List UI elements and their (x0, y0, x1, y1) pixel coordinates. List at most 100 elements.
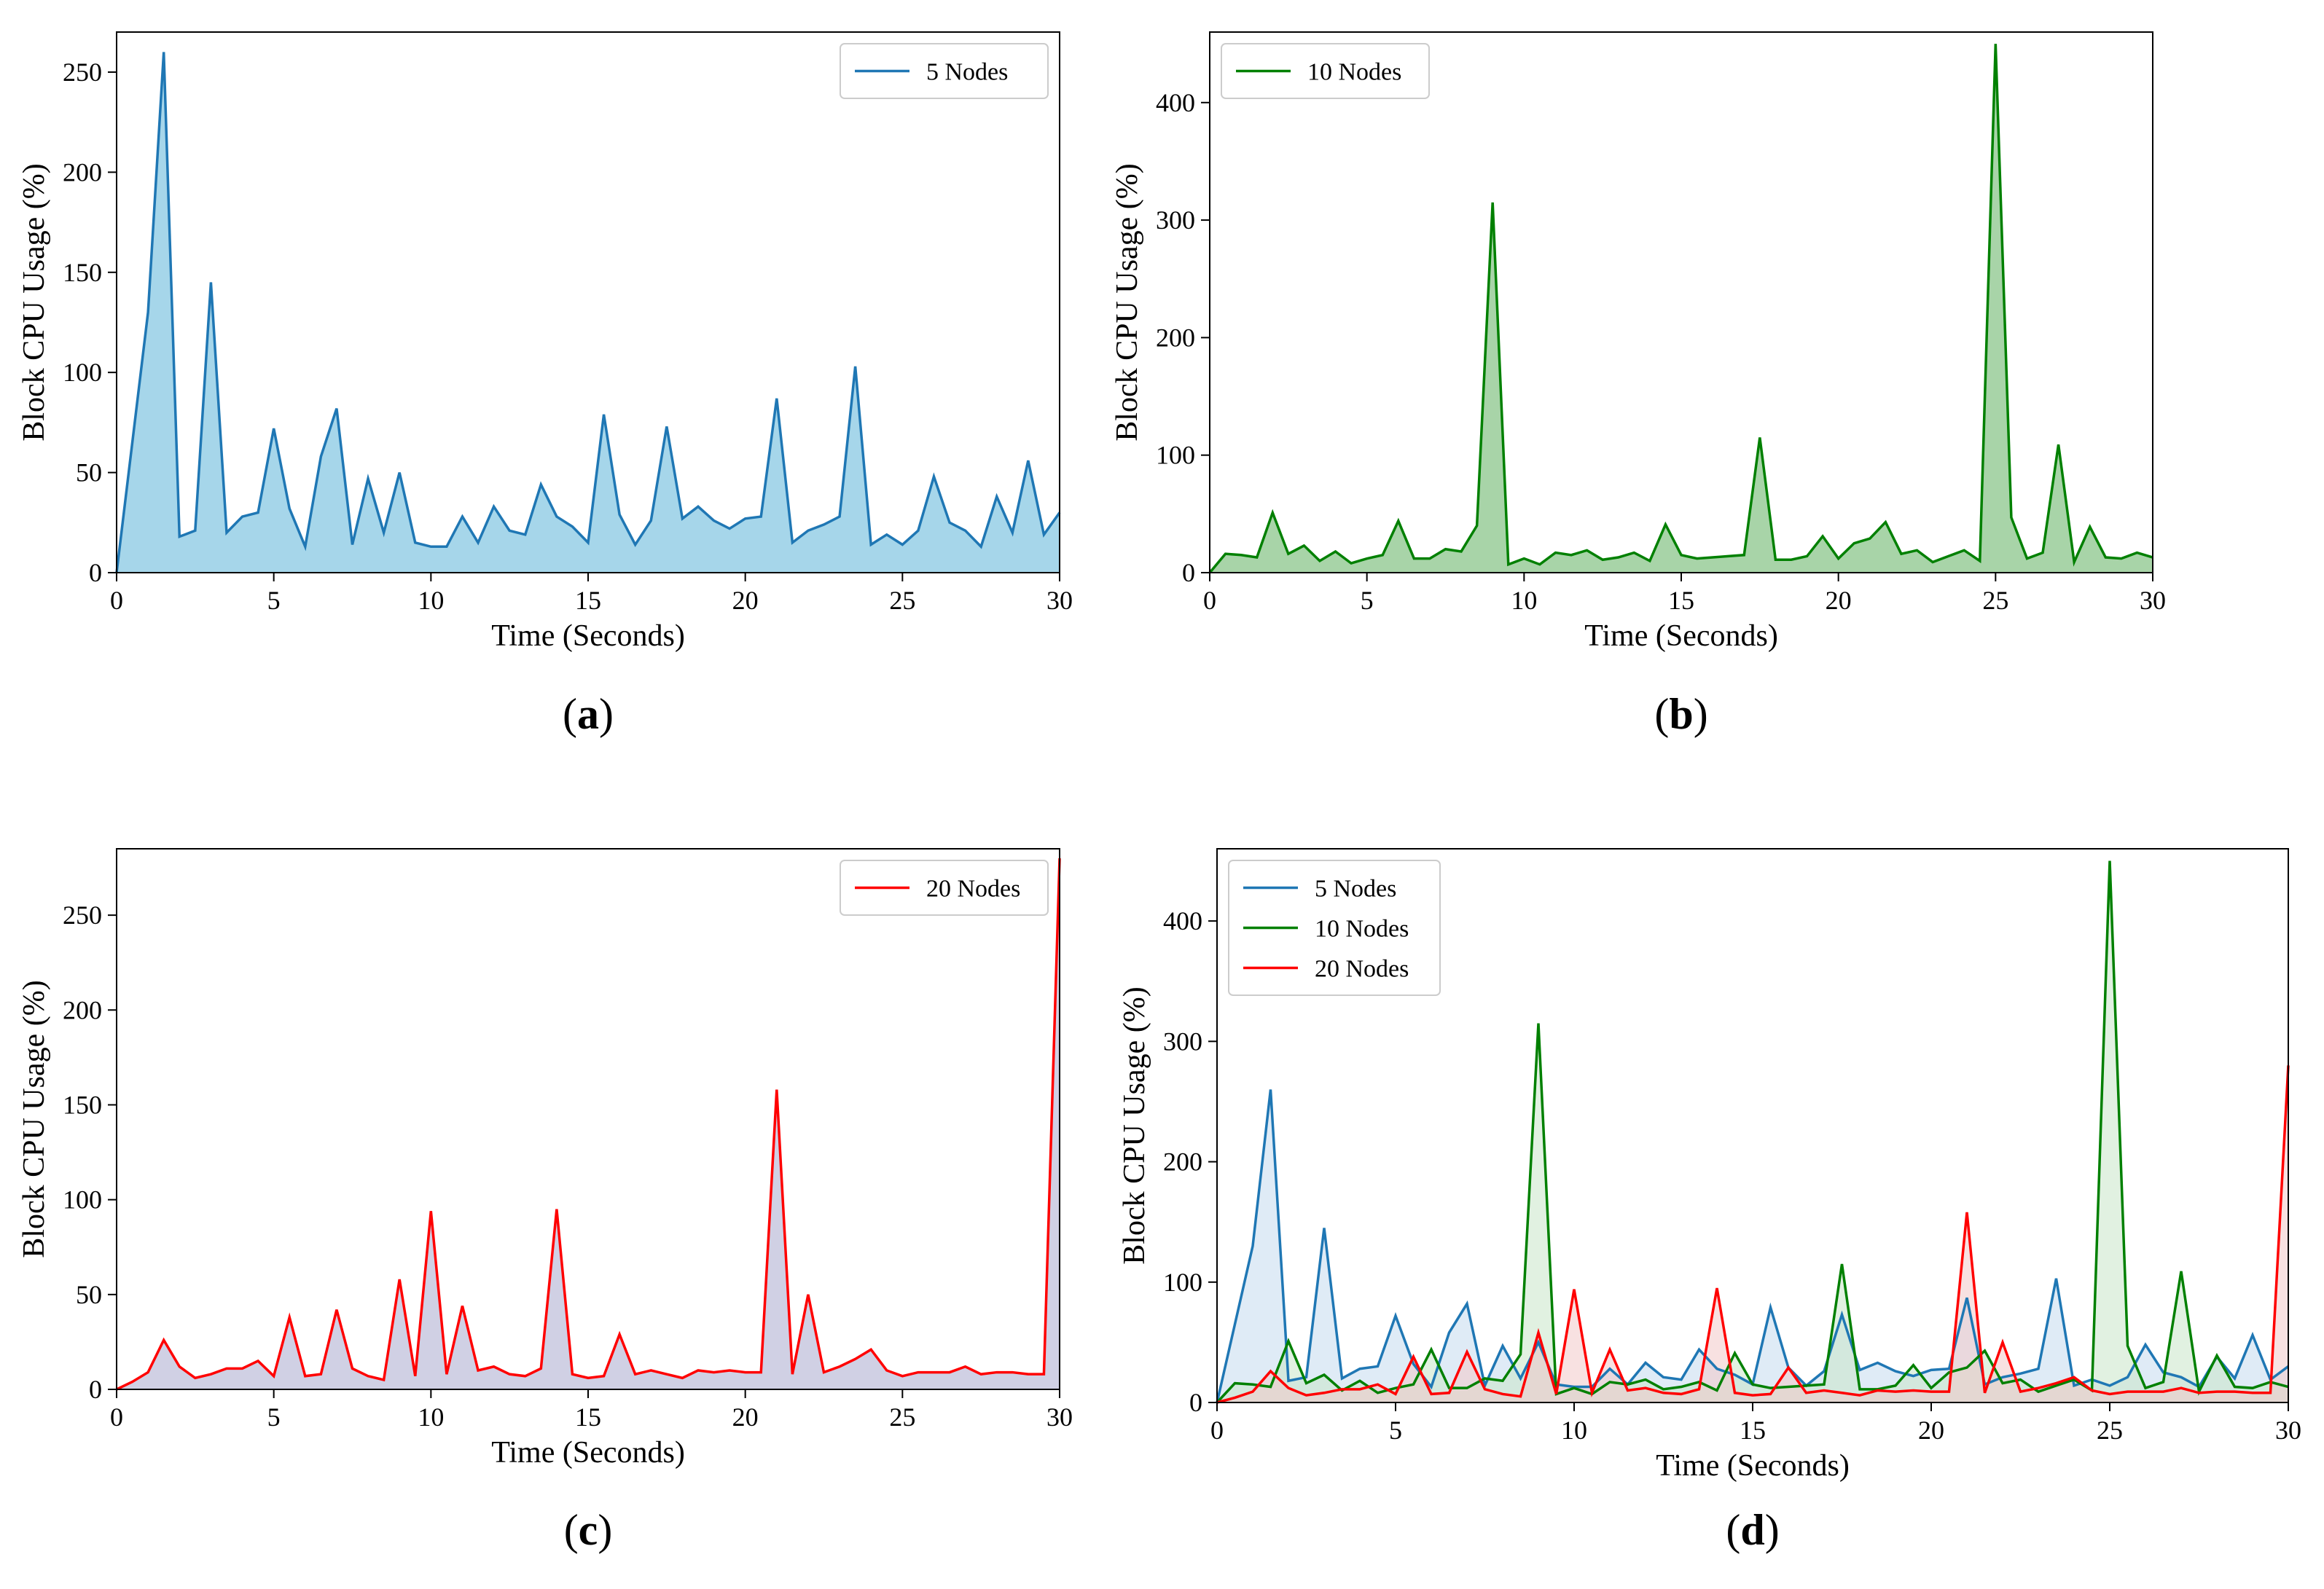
y-axis-label-b: Block CPU Usage (%) (1111, 163, 1144, 441)
series-line-c-0 (116, 858, 1061, 1391)
y-tick-label-c-3: 150 (63, 1090, 102, 1119)
panel-label-open: ( (1654, 690, 1669, 738)
x-axis-label-c: Time (Seconds) (491, 1436, 685, 1470)
panel-label-open: ( (1726, 1506, 1740, 1554)
panel-label-close: ) (598, 1506, 612, 1554)
y-tick-label-b-3: 300 (1156, 205, 1195, 235)
panel-label-b: (b) (1654, 690, 1707, 738)
x-axis-label-d: Time (Seconds) (1656, 1449, 1850, 1483)
y-tick-label-c-4: 200 (63, 995, 102, 1024)
x-tick-label-d-1: 5 (1389, 1416, 1402, 1445)
chart-panel-a: 0 5 10 15 20 25 30 0 50 100 150 200 250 Time (Seconds… (17, 31, 1073, 738)
panel-label-letter: c (579, 1506, 598, 1554)
x-tick-label-d-2: 10 (1561, 1416, 1587, 1445)
x-tick-label-d-6: 30 (2275, 1416, 2301, 1445)
x-tick-label-c-0: 0 (110, 1402, 123, 1432)
series-area-b-0 (1210, 44, 2153, 573)
panel-label-close: ) (1765, 1506, 1780, 1554)
x-tick-label-b-3: 15 (1668, 586, 1694, 615)
x-tick-label-d-5: 25 (2097, 1416, 2123, 1445)
x-tick-label-b-2: 10 (1511, 586, 1537, 615)
plot-frame-a (116, 31, 1060, 573)
x-axis-label-a: Time (Seconds) (491, 619, 685, 653)
x-tick-label-c-5: 25 (889, 1402, 915, 1432)
x-tick-label-d-3: 15 (1740, 1416, 1766, 1445)
x-tick-label-c-4: 20 (732, 1402, 759, 1432)
legend-label-b-0: 10 Nodes (1307, 59, 1401, 86)
panel-label-letter: a (577, 690, 599, 738)
plot-frame-c (116, 848, 1060, 1390)
x-tick-label-b-1: 5 (1361, 586, 1374, 615)
panel-label-open: ( (564, 1506, 579, 1554)
y-tick-label-b-1: 100 (1156, 441, 1195, 470)
x-tick-label-c-6: 30 (1046, 1402, 1073, 1432)
x-tick-label-a-0: 0 (110, 586, 123, 615)
y-tick-label-d-1: 100 (1163, 1268, 1202, 1297)
legend-box-d (1228, 860, 1441, 996)
panel-label-d: (d) (1726, 1506, 1779, 1554)
x-tick-label-a-5: 25 (889, 586, 915, 615)
series-line-a-0 (115, 52, 1061, 573)
legend-label-d-0: 5 Nodes (1315, 876, 1396, 903)
y-tick-label-a-3: 150 (63, 258, 102, 287)
x-tick-label-b-4: 20 (1826, 586, 1852, 615)
y-axis-label-c: Block CPU Usage (%) (17, 980, 51, 1258)
y-tick-label-c-1: 50 (76, 1280, 102, 1309)
series-line-d-2 (1216, 1065, 2290, 1404)
legend-box-b (1221, 43, 1430, 99)
y-axis-label-d: Block CPU Usage (%) (1118, 986, 1151, 1264)
series-area-c-0 (117, 858, 1060, 1389)
y-tick-label-b-2: 200 (1156, 323, 1195, 352)
x-tick-label-a-3: 15 (575, 586, 601, 615)
x-tick-label-a-2: 10 (418, 586, 444, 615)
x-axis-label-b: Time (Seconds) (1584, 619, 1778, 653)
series-area-a-0 (117, 52, 1060, 573)
y-tick-label-a-1: 50 (76, 458, 102, 487)
x-tick-label-d-4: 20 (1918, 1416, 1944, 1445)
x-tick-label-a-4: 20 (732, 586, 759, 615)
y-tick-label-c-0: 0 (89, 1375, 102, 1404)
panel-label-a: (a) (563, 690, 614, 738)
y-tick-label-a-4: 200 (63, 157, 102, 187)
panel-label-close: ) (1694, 690, 1708, 738)
x-tick-label-b-5: 25 (1982, 586, 2008, 615)
y-tick-label-d-4: 400 (1163, 906, 1202, 935)
series-area-d-0 (1217, 1089, 2288, 1402)
y-axis-label-a: Block CPU Usage (%) (17, 163, 51, 441)
x-tick-label-d-0: 0 (1210, 1416, 1224, 1445)
y-tick-label-a-0: 0 (89, 558, 102, 587)
chart-panel-c: 0 5 10 15 20 25 30 0 50 100 150 200 250 Time (Seconds… (17, 848, 1073, 1554)
x-tick-label-c-3: 15 (575, 1402, 601, 1432)
legend-box-c (840, 860, 1049, 916)
legend-label-c-0: 20 Nodes (926, 876, 1020, 903)
panel-label-letter: d (1740, 1506, 1764, 1554)
legend-label-a-0: 5 Nodes (926, 59, 1008, 86)
x-tick-label-a-1: 5 (267, 586, 281, 615)
series-line-b-0 (1208, 44, 2153, 574)
series-area-d-1 (1217, 860, 2288, 1402)
y-tick-label-a-2: 100 (63, 358, 102, 387)
panel-label-letter: b (1669, 690, 1693, 738)
y-tick-label-d-2: 200 (1163, 1147, 1202, 1177)
panel-label-close: ) (599, 690, 614, 738)
y-tick-label-c-2: 100 (63, 1185, 102, 1215)
y-tick-label-c-5: 250 (63, 901, 102, 930)
x-tick-label-b-0: 0 (1203, 586, 1216, 615)
y-tick-label-d-0: 0 (1189, 1388, 1202, 1417)
x-tick-label-a-6: 30 (1046, 586, 1073, 615)
panel-label-c: (c) (564, 1506, 613, 1554)
y-tick-label-d-3: 300 (1163, 1027, 1202, 1056)
x-tick-label-b-6: 30 (2140, 586, 2166, 615)
legend-label-d-1: 10 Nodes (1315, 916, 1409, 943)
x-tick-label-c-1: 5 (267, 1402, 281, 1432)
y-tick-label-b-0: 0 (1182, 558, 1195, 587)
legend-box-a (840, 43, 1049, 99)
panel-label-open: ( (563, 690, 577, 738)
y-tick-label-a-5: 250 (63, 58, 102, 87)
series-line-d-1 (1216, 860, 2289, 1404)
y-tick-label-b-4: 400 (1156, 88, 1195, 117)
legend-label-d-2: 20 Nodes (1315, 956, 1409, 983)
